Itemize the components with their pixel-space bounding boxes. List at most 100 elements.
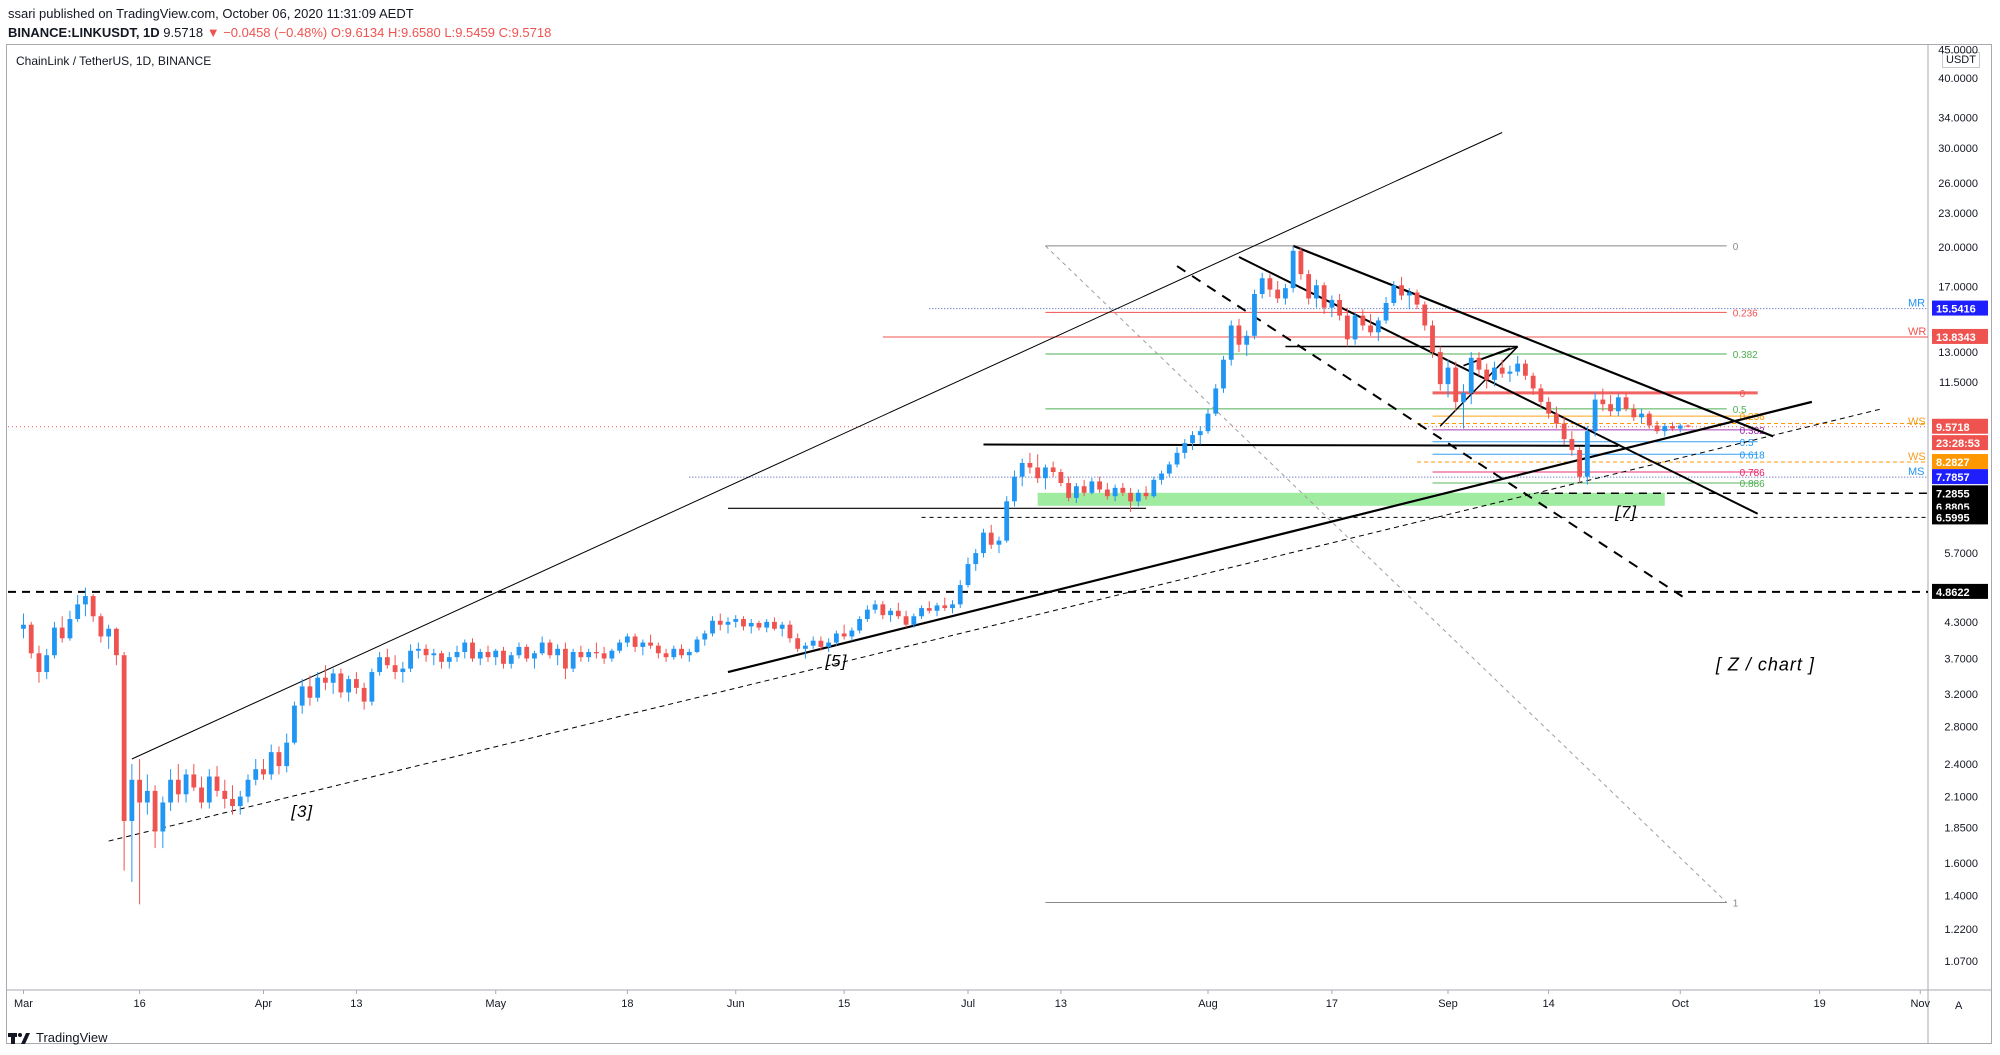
candle-body (1523, 363, 1528, 376)
candle-body (1468, 357, 1474, 393)
candle-body (1081, 486, 1087, 493)
descending-dashed (1176, 265, 1689, 602)
candle-body (787, 624, 793, 639)
fib-level-label: 0.5 (1733, 405, 1747, 416)
symbol: BINANCE:LINKUSDT, 1D (8, 25, 160, 40)
y-tick-label: 45.0000 (1938, 44, 1978, 56)
candle-body (601, 653, 607, 659)
candle-body (83, 596, 88, 605)
wave-annotation: [3] (290, 802, 313, 821)
candle-body (1283, 288, 1288, 299)
candle-body (1577, 450, 1583, 477)
candle-body (1461, 392, 1466, 402)
candle-body (911, 616, 917, 625)
candle-body (1608, 404, 1613, 412)
candle-body (222, 790, 228, 799)
candle-body (1453, 367, 1459, 402)
candle-body (284, 742, 290, 767)
candle-body (1166, 464, 1172, 474)
candle-body (849, 630, 855, 637)
candle-body (1313, 285, 1319, 299)
price-label: 15.5416 (1936, 304, 1976, 316)
last-price: 9.5718 (163, 25, 204, 40)
candle-body (950, 604, 955, 609)
footer: TradingView (8, 1030, 108, 1045)
candle-body (1631, 408, 1637, 418)
tradingview-logo-icon (8, 1032, 30, 1044)
candle-body (1600, 399, 1606, 405)
currency-unit-button[interactable]: USDT (1942, 52, 1980, 68)
candle-body (400, 668, 406, 673)
candle-body (710, 620, 715, 634)
candle-body (903, 616, 909, 625)
x-tick-label: Mar (14, 998, 33, 1010)
candle-body (75, 604, 81, 620)
candle-body (779, 624, 785, 629)
candle-body (338, 673, 344, 693)
candle-body (864, 609, 870, 620)
fib-small-level-label: 0.618 (1740, 450, 1765, 461)
candle-body (408, 650, 413, 669)
candle-body (772, 621, 777, 629)
candle-body (1221, 359, 1226, 389)
candle-body (803, 645, 808, 649)
candle-body (919, 608, 924, 617)
candle-body (392, 665, 398, 673)
candle-body (1584, 431, 1590, 477)
candle-body (1197, 431, 1203, 436)
price-label: 23:28:53 (1936, 438, 1980, 450)
candle-body (1058, 472, 1064, 483)
candle-body (67, 619, 73, 639)
candle-body (1159, 473, 1164, 480)
fib-level-label: 0.236 (1733, 308, 1758, 319)
candle-body (439, 653, 444, 662)
y-tick-label: 1.6000 (1944, 858, 1978, 870)
candle-body (563, 648, 568, 669)
y-tick-label: 23.0000 (1938, 208, 1978, 220)
candle-body (1561, 423, 1567, 440)
candle-body (857, 619, 863, 631)
candle-body (175, 779, 181, 795)
candle-body (1151, 479, 1157, 497)
candle-body (28, 624, 34, 654)
candle-body (617, 642, 623, 651)
auto-scale-button[interactable]: A (1955, 1000, 1963, 1012)
resistance-horizontal (983, 443, 1619, 447)
candle-body (253, 769, 259, 780)
candle-body (926, 608, 932, 611)
y-tick-label: 3.2000 (1944, 689, 1978, 701)
chart-header: ssari published on TradingView.com, Octo… (8, 4, 551, 42)
candle-body (52, 627, 57, 656)
price-label: 7.2855 (1936, 488, 1970, 500)
y-tick-label: 3.7000 (1944, 653, 1978, 665)
candle-body (1406, 292, 1412, 296)
y-tick-label: 30.0000 (1938, 143, 1978, 155)
y-tick-label: 5.7000 (1944, 548, 1978, 560)
candle-body (1043, 467, 1048, 479)
candle-body (144, 790, 150, 803)
candle-body (214, 776, 220, 791)
candle-body (694, 639, 700, 652)
candle-body (1685, 425, 1691, 427)
price-label-bg (1932, 300, 1988, 316)
candle-body (1244, 335, 1250, 345)
ohlc-values: O:9.6134 H:9.6580 L:9.5459 C:9.5718 (330, 25, 552, 40)
candle-body (168, 779, 173, 803)
y-tick-label: 1.0700 (1944, 956, 1978, 968)
candle-body (1290, 250, 1296, 289)
x-tick-label: Nov (1910, 998, 1930, 1010)
candle-body (431, 653, 437, 656)
price-label-bg (1932, 435, 1988, 451)
candle-body (640, 642, 646, 647)
chart-frame[interactable] (6, 44, 1992, 1044)
candle-body (1399, 285, 1404, 296)
candle-body (516, 646, 522, 656)
x-tick-label: 19 (1813, 998, 1825, 1010)
candle-body (810, 640, 816, 646)
price-label-bg (1932, 418, 1988, 434)
candle-body (818, 640, 824, 647)
candle-body (648, 642, 653, 646)
candle-body (686, 651, 692, 656)
candle-body (1329, 299, 1335, 308)
